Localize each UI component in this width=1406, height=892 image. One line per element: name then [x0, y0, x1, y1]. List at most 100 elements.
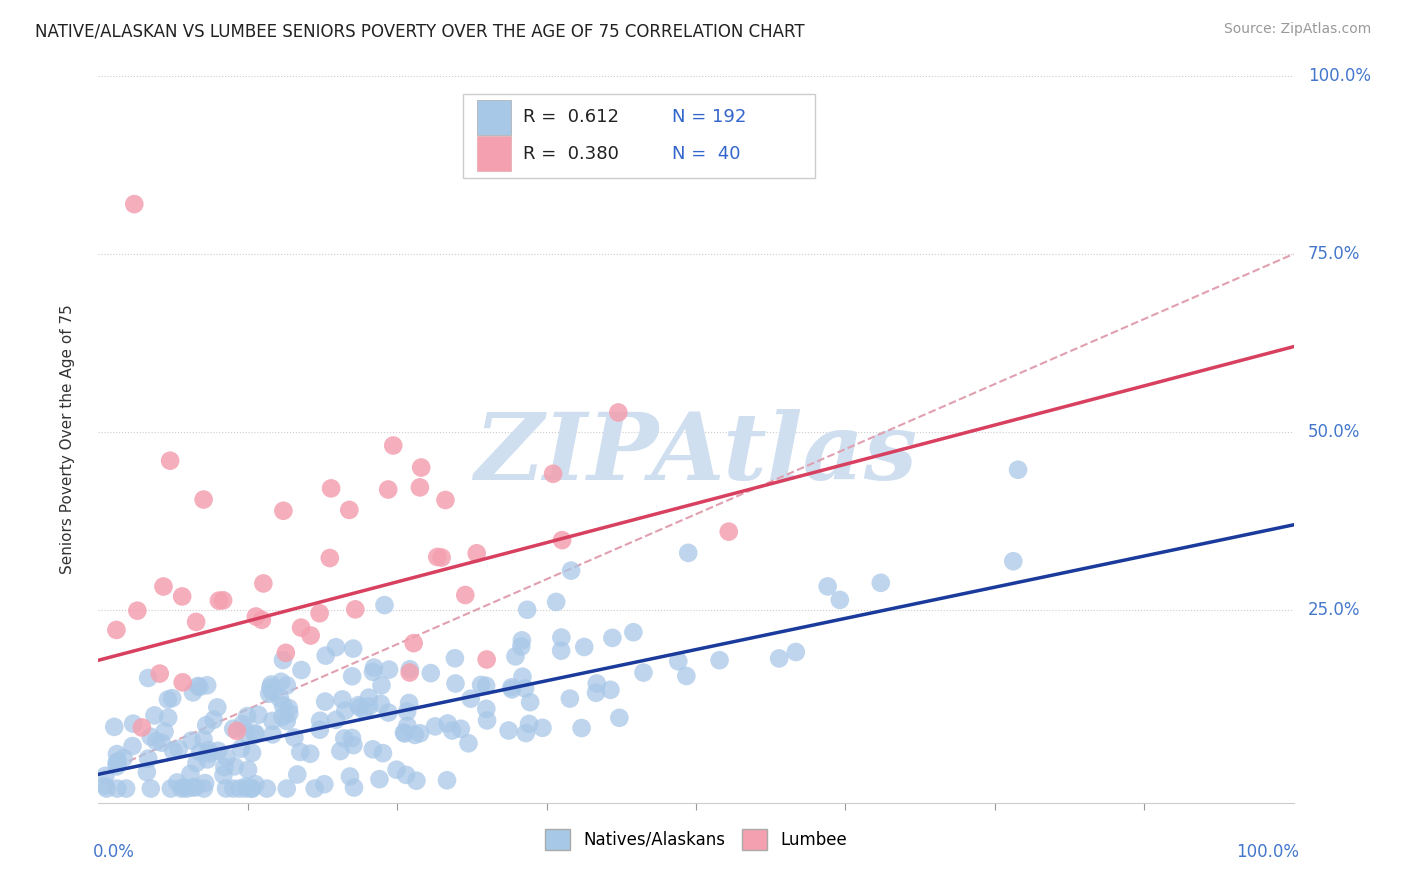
Point	[340, 669, 363, 683]
Point	[329, 744, 352, 758]
Text: ZIPAtlas: ZIPAtlas	[474, 409, 918, 499]
Text: 100.0%: 100.0%	[1236, 843, 1299, 861]
Point	[245, 726, 267, 740]
Text: 25.0%: 25.0%	[1308, 601, 1361, 619]
Point	[505, 649, 527, 664]
Point	[454, 588, 477, 602]
Point	[332, 692, 354, 706]
Point	[184, 780, 207, 795]
Point	[195, 718, 218, 732]
Point	[139, 730, 162, 744]
Point	[247, 707, 270, 722]
Point	[441, 723, 464, 738]
Point	[599, 682, 621, 697]
Point	[262, 714, 284, 728]
Point	[342, 738, 364, 752]
Point	[342, 641, 364, 656]
Point	[510, 633, 533, 648]
Point	[285, 767, 308, 781]
Point	[159, 781, 181, 796]
Point	[197, 752, 219, 766]
Point	[377, 483, 399, 497]
Point	[222, 722, 245, 736]
Point	[240, 746, 263, 760]
Point	[103, 720, 125, 734]
Point	[434, 493, 457, 508]
Point	[176, 781, 198, 796]
Point	[225, 723, 247, 738]
Point	[193, 781, 215, 796]
Point	[262, 685, 284, 699]
Point	[105, 623, 128, 637]
Point	[139, 781, 162, 796]
Point	[371, 746, 394, 760]
Point	[550, 643, 572, 657]
Point	[395, 768, 418, 782]
Point	[517, 717, 540, 731]
Text: R =  0.612: R = 0.612	[523, 108, 619, 127]
Point	[229, 781, 252, 796]
Point	[143, 708, 166, 723]
Point	[122, 716, 145, 731]
Point	[475, 714, 498, 728]
Point	[187, 679, 209, 693]
Point	[121, 739, 143, 753]
Point	[245, 777, 267, 791]
Point	[290, 621, 312, 635]
Point	[193, 732, 215, 747]
Point	[411, 460, 433, 475]
Point	[546, 595, 568, 609]
Point	[240, 781, 263, 796]
Point	[262, 727, 284, 741]
Point	[290, 663, 312, 677]
Point	[768, 651, 790, 665]
Point	[396, 719, 419, 733]
Point	[188, 745, 211, 759]
Point	[405, 773, 427, 788]
Point	[309, 714, 332, 728]
Point	[276, 781, 298, 796]
Point	[558, 691, 581, 706]
Point	[150, 736, 173, 750]
Point	[551, 533, 574, 548]
Point	[633, 665, 655, 680]
Point	[172, 675, 194, 690]
Point	[145, 734, 167, 748]
Point	[450, 722, 472, 736]
Point	[382, 438, 405, 452]
Point	[560, 564, 582, 578]
Point	[392, 725, 415, 739]
Point	[541, 467, 564, 481]
Point	[212, 593, 235, 607]
Point	[94, 769, 117, 783]
Text: 75.0%: 75.0%	[1308, 245, 1360, 263]
Point	[363, 660, 385, 674]
Point	[353, 703, 375, 717]
Point	[398, 696, 420, 710]
Point	[229, 741, 252, 756]
Point	[235, 780, 257, 794]
Point	[423, 719, 446, 733]
Point	[193, 492, 215, 507]
Point	[409, 726, 432, 740]
Point	[135, 765, 157, 780]
Y-axis label: Seniors Poverty Over the Age of 75: Seniors Poverty Over the Age of 75	[60, 304, 75, 574]
Point	[162, 744, 184, 758]
Point	[531, 721, 554, 735]
Point	[257, 687, 280, 701]
Point	[378, 663, 401, 677]
Point	[232, 717, 254, 731]
Text: NATIVE/ALASKAN VS LUMBEE SENIORS POVERTY OVER THE AGE OF 75 CORRELATION CHART: NATIVE/ALASKAN VS LUMBEE SENIORS POVERTY…	[35, 22, 804, 40]
Point	[398, 665, 420, 680]
Point	[370, 678, 392, 692]
Point	[212, 768, 235, 782]
Point	[319, 551, 342, 566]
Point	[235, 781, 257, 796]
Point	[571, 721, 593, 735]
Point	[602, 631, 624, 645]
Point	[245, 609, 267, 624]
Point	[215, 751, 238, 765]
Point	[470, 678, 492, 692]
Point	[299, 747, 322, 761]
Point	[105, 747, 128, 761]
